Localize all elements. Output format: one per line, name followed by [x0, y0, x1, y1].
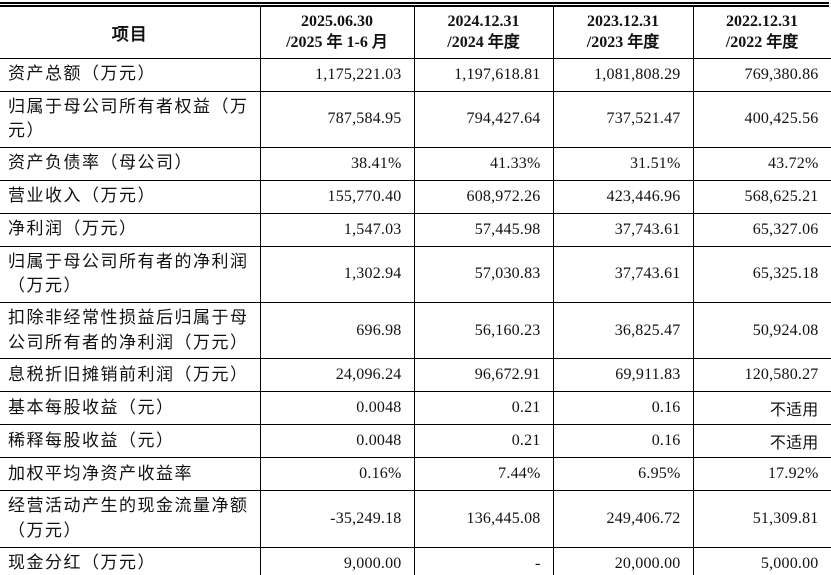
cell-value: 1,081,808.29: [552, 58, 693, 92]
cell-value: 136,445.08: [413, 490, 553, 548]
cell-value: -: [413, 547, 553, 575]
cell-value: 69,911.83: [552, 358, 693, 393]
cell-value: 787,584.95: [259, 91, 414, 148]
cell-value: 120,580.27: [692, 358, 831, 393]
cell-value: 17.92%: [692, 457, 831, 492]
cell-value: 20,000.00: [552, 547, 693, 575]
column-header-period-2025: 2025.06.30 /2025 年 1-6 月: [259, 7, 414, 59]
table-row-cash-dividend: 现金分红（万元） 9,000.00 - 20,000.00 5,000.00: [0, 547, 831, 575]
cell-value: 24,096.24: [259, 358, 414, 393]
cell-value: 51,309.81: [692, 490, 831, 548]
cell-value: 41.33%: [413, 147, 553, 181]
cell-value: 400,425.56: [692, 91, 831, 148]
row-label: 归属于母公司所有者权益（万元）: [0, 91, 260, 148]
table-row-debt-ratio: 资产负债率（母公司） 38.41% 41.33% 31.51% 43.72%: [0, 147, 831, 181]
table-row-net-profit: 净利润（万元） 1,547.03 57,445.98 37,743.61 65,…: [0, 213, 831, 247]
cell-value: 96,672.91: [413, 358, 553, 393]
cell-value: -35,249.18: [259, 490, 414, 548]
cell-value: 1,175,221.03: [259, 58, 414, 92]
row-label: 资产总额（万元）: [0, 58, 260, 92]
column-header-period-2022: 2022.12.31 /2022 年度: [692, 7, 831, 59]
row-label: 扣除非经常性损益后归属于母公司所有者的净利润（万元）: [0, 302, 260, 360]
cell-value: 37,743.61: [552, 246, 693, 304]
row-label: 稀释每股收益（元）: [0, 424, 260, 459]
period-date: 2025.06.30: [301, 12, 373, 30]
cell-value: 155,770.40: [259, 180, 414, 214]
cell-value: 57,445.98: [413, 213, 553, 247]
row-label: 经营活动产生的现金流量净额（万元）: [0, 490, 260, 548]
period-range: /2025 年 1-6 月: [286, 34, 388, 52]
cell-value: 57,030.83: [413, 246, 553, 304]
table-row-parent-equity: 归属于母公司所有者权益（万元） 787,584.95 794,427.64 73…: [0, 91, 831, 148]
row-label: 基本每股收益（元）: [0, 391, 260, 426]
cell-value: 608,972.26: [413, 180, 553, 214]
cell-value: 65,327.06: [692, 213, 831, 247]
period-date: 2022.12.31: [726, 12, 798, 30]
table-row-diluted-eps: 稀释每股收益（元） 0.0048 0.21 0.16 不适用: [0, 424, 831, 459]
period-date: 2023.12.31: [587, 12, 659, 30]
cell-value: 249,406.72: [552, 490, 693, 548]
cell-value: 不适用: [692, 391, 831, 426]
cell-value: 1,302.94: [259, 246, 414, 304]
period-date: 2024.12.31: [447, 12, 520, 30]
cell-value: 794,427.64: [413, 91, 553, 148]
row-label: 归属于母公司所有者的净利润（万元）: [0, 246, 260, 304]
financial-table: 项目 2025.06.30 /2025 年 1-6 月 2024.12.31 /…: [0, 7, 831, 575]
period-range: /2023 年度: [586, 34, 660, 52]
cell-value: 0.0048: [259, 391, 414, 426]
cell-value: 5,000.00: [692, 547, 831, 575]
table-row-parent-net-profit: 归属于母公司所有者的净利润（万元） 1,302.94 57,030.83 37,…: [0, 246, 831, 304]
row-label: 加权平均净资产收益率: [0, 457, 260, 492]
table-row-revenue: 营业收入（万元） 155,770.40 608,972.26 423,446.9…: [0, 180, 831, 214]
cell-value: 38.41%: [259, 147, 414, 181]
table-row-basic-eps: 基本每股收益（元） 0.0048 0.21 0.16 不适用: [0, 391, 831, 426]
cell-value: 9,000.00: [259, 547, 414, 575]
cell-value: 50,924.08: [692, 302, 831, 360]
column-header-period-2024: 2024.12.31 /2024 年度: [413, 7, 553, 59]
cell-value: 1,547.03: [259, 213, 414, 247]
cell-value: 0.16: [552, 391, 693, 426]
table-header-row: 项目 2025.06.30 /2025 年 1-6 月 2024.12.31 /…: [0, 7, 831, 59]
cell-value: 423,446.96: [552, 180, 693, 214]
cell-value: 696.98: [259, 302, 414, 360]
cell-value: 36,825.47: [552, 302, 693, 360]
cell-value: 1,197,618.81: [413, 58, 553, 92]
table-row-ebitda: 息税折旧摊销前利润（万元） 24,096.24 96,672.91 69,911…: [0, 358, 831, 393]
cell-value: 0.0048: [259, 424, 414, 459]
table-row-deducted-net-profit: 扣除非经常性损益后归属于母公司所有者的净利润（万元） 696.98 56,160…: [0, 302, 831, 360]
cell-value: 7.44%: [413, 457, 553, 492]
row-label: 营业收入（万元）: [0, 180, 260, 214]
cell-value: 0.21: [413, 391, 553, 426]
row-label: 净利润（万元）: [0, 213, 260, 247]
cell-value: 737,521.47: [552, 91, 693, 148]
column-header-item: 项目: [0, 7, 260, 59]
table-row-weighted-roe: 加权平均净资产收益率 0.16% 7.44% 6.95% 17.92%: [0, 457, 831, 492]
cell-value: 43.72%: [692, 147, 831, 181]
row-label: 资产负债率（母公司）: [0, 147, 260, 181]
cell-value: 31.51%: [552, 147, 693, 181]
table-row-total-assets: 资产总额（万元） 1,175,221.03 1,197,618.81 1,081…: [0, 58, 831, 92]
cell-value: 不适用: [692, 424, 831, 459]
row-label: 现金分红（万元）: [0, 547, 260, 575]
cell-value: 65,325.18: [692, 246, 831, 304]
row-label: 息税折旧摊销前利润（万元）: [0, 358, 260, 393]
table-row-operating-cash-flow: 经营活动产生的现金流量净额（万元） -35,249.18 136,445.08 …: [0, 490, 831, 548]
cell-value: 56,160.23: [413, 302, 553, 360]
cell-value: 0.16: [552, 424, 693, 459]
cell-value: 568,625.21: [692, 180, 831, 214]
cell-value: 0.21: [413, 424, 553, 459]
column-header-period-2023: 2023.12.31 /2023 年度: [552, 7, 693, 59]
cell-value: 6.95%: [552, 457, 693, 492]
period-range: /2024 年度: [447, 34, 520, 52]
cell-value: 0.16%: [259, 457, 414, 492]
cell-value: 37,743.61: [552, 213, 693, 247]
period-range: /2022 年度: [725, 34, 799, 52]
cell-value: 769,380.86: [692, 58, 831, 92]
